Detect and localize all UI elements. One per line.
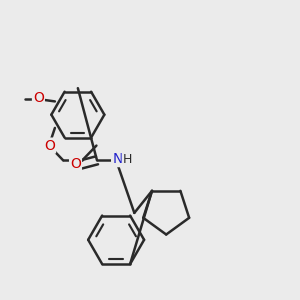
Text: O: O: [33, 92, 44, 106]
Text: O: O: [70, 157, 81, 171]
Text: H: H: [123, 153, 132, 166]
Text: O: O: [44, 139, 55, 153]
Text: N: N: [112, 152, 122, 166]
